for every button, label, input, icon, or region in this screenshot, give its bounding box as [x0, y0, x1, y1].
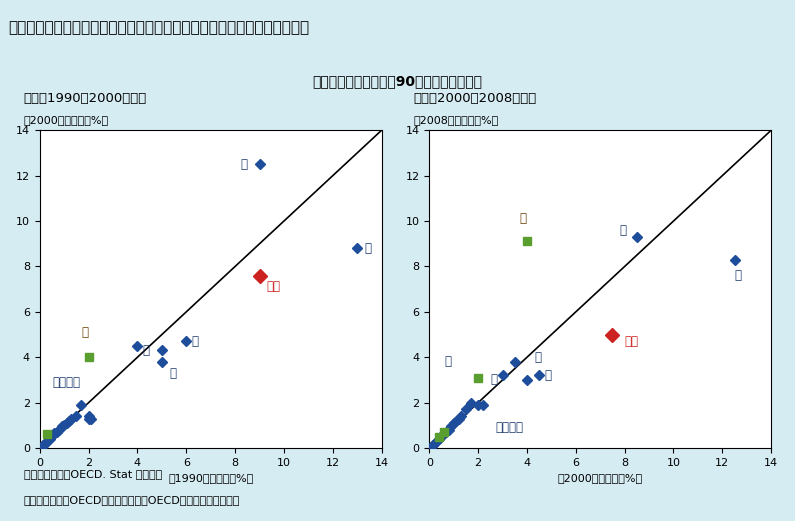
Text: 独: 独 [620, 224, 626, 237]
Text: 仏: 仏 [191, 335, 198, 348]
Text: 露: 露 [444, 355, 451, 368]
X-axis label: （2000年シェア、%）: （2000年シェア、%） [557, 474, 643, 483]
Text: （２）2000－2008年対比: （２）2000－2008年対比 [413, 93, 537, 105]
Text: 中: 中 [520, 212, 526, 225]
Text: 日本: 日本 [625, 335, 638, 348]
Text: 伊: 伊 [169, 367, 176, 380]
Text: ２．OECD加盟国は菱形、OECD非加盟国は正方形。: ２．OECD加盟国は菱形、OECD非加盟国は正方形。 [24, 495, 240, 505]
Text: 加: 加 [544, 369, 551, 382]
Text: （備考）　１．OECD. Stat による。: （備考） １．OECD. Stat による。 [24, 469, 162, 479]
Text: 米: 米 [735, 269, 742, 282]
Text: 仏: 仏 [534, 351, 541, 364]
Text: メキシコ: メキシコ [52, 376, 80, 389]
Text: 我が国の輸出シェアは90年以降、低下傾向: 我が国の輸出シェアは90年以降、低下傾向 [312, 74, 483, 88]
Text: 中: 中 [81, 326, 88, 339]
X-axis label: （1990年シェア、%）: （1990年シェア、%） [168, 474, 254, 483]
Text: 伊: 伊 [491, 374, 498, 387]
Text: （2000年シェア、%）: （2000年シェア、%） [24, 115, 109, 125]
Text: （2008年シェア、%）: （2008年シェア、%） [413, 115, 498, 125]
Text: メキシコ: メキシコ [495, 421, 523, 434]
Text: （１）1990－2000年対比: （１）1990－2000年対比 [24, 93, 147, 105]
Text: 日本: 日本 [267, 280, 281, 293]
Text: 米: 米 [240, 158, 247, 171]
Text: 第２－１－８図　世界輸入に占める各国の輸出シェアの変化（財の輸出）: 第２－１－８図 世界輸入に占める各国の輸出シェアの変化（財の輸出） [8, 21, 309, 35]
Text: 独: 独 [364, 242, 371, 255]
Text: 英: 英 [142, 344, 149, 357]
